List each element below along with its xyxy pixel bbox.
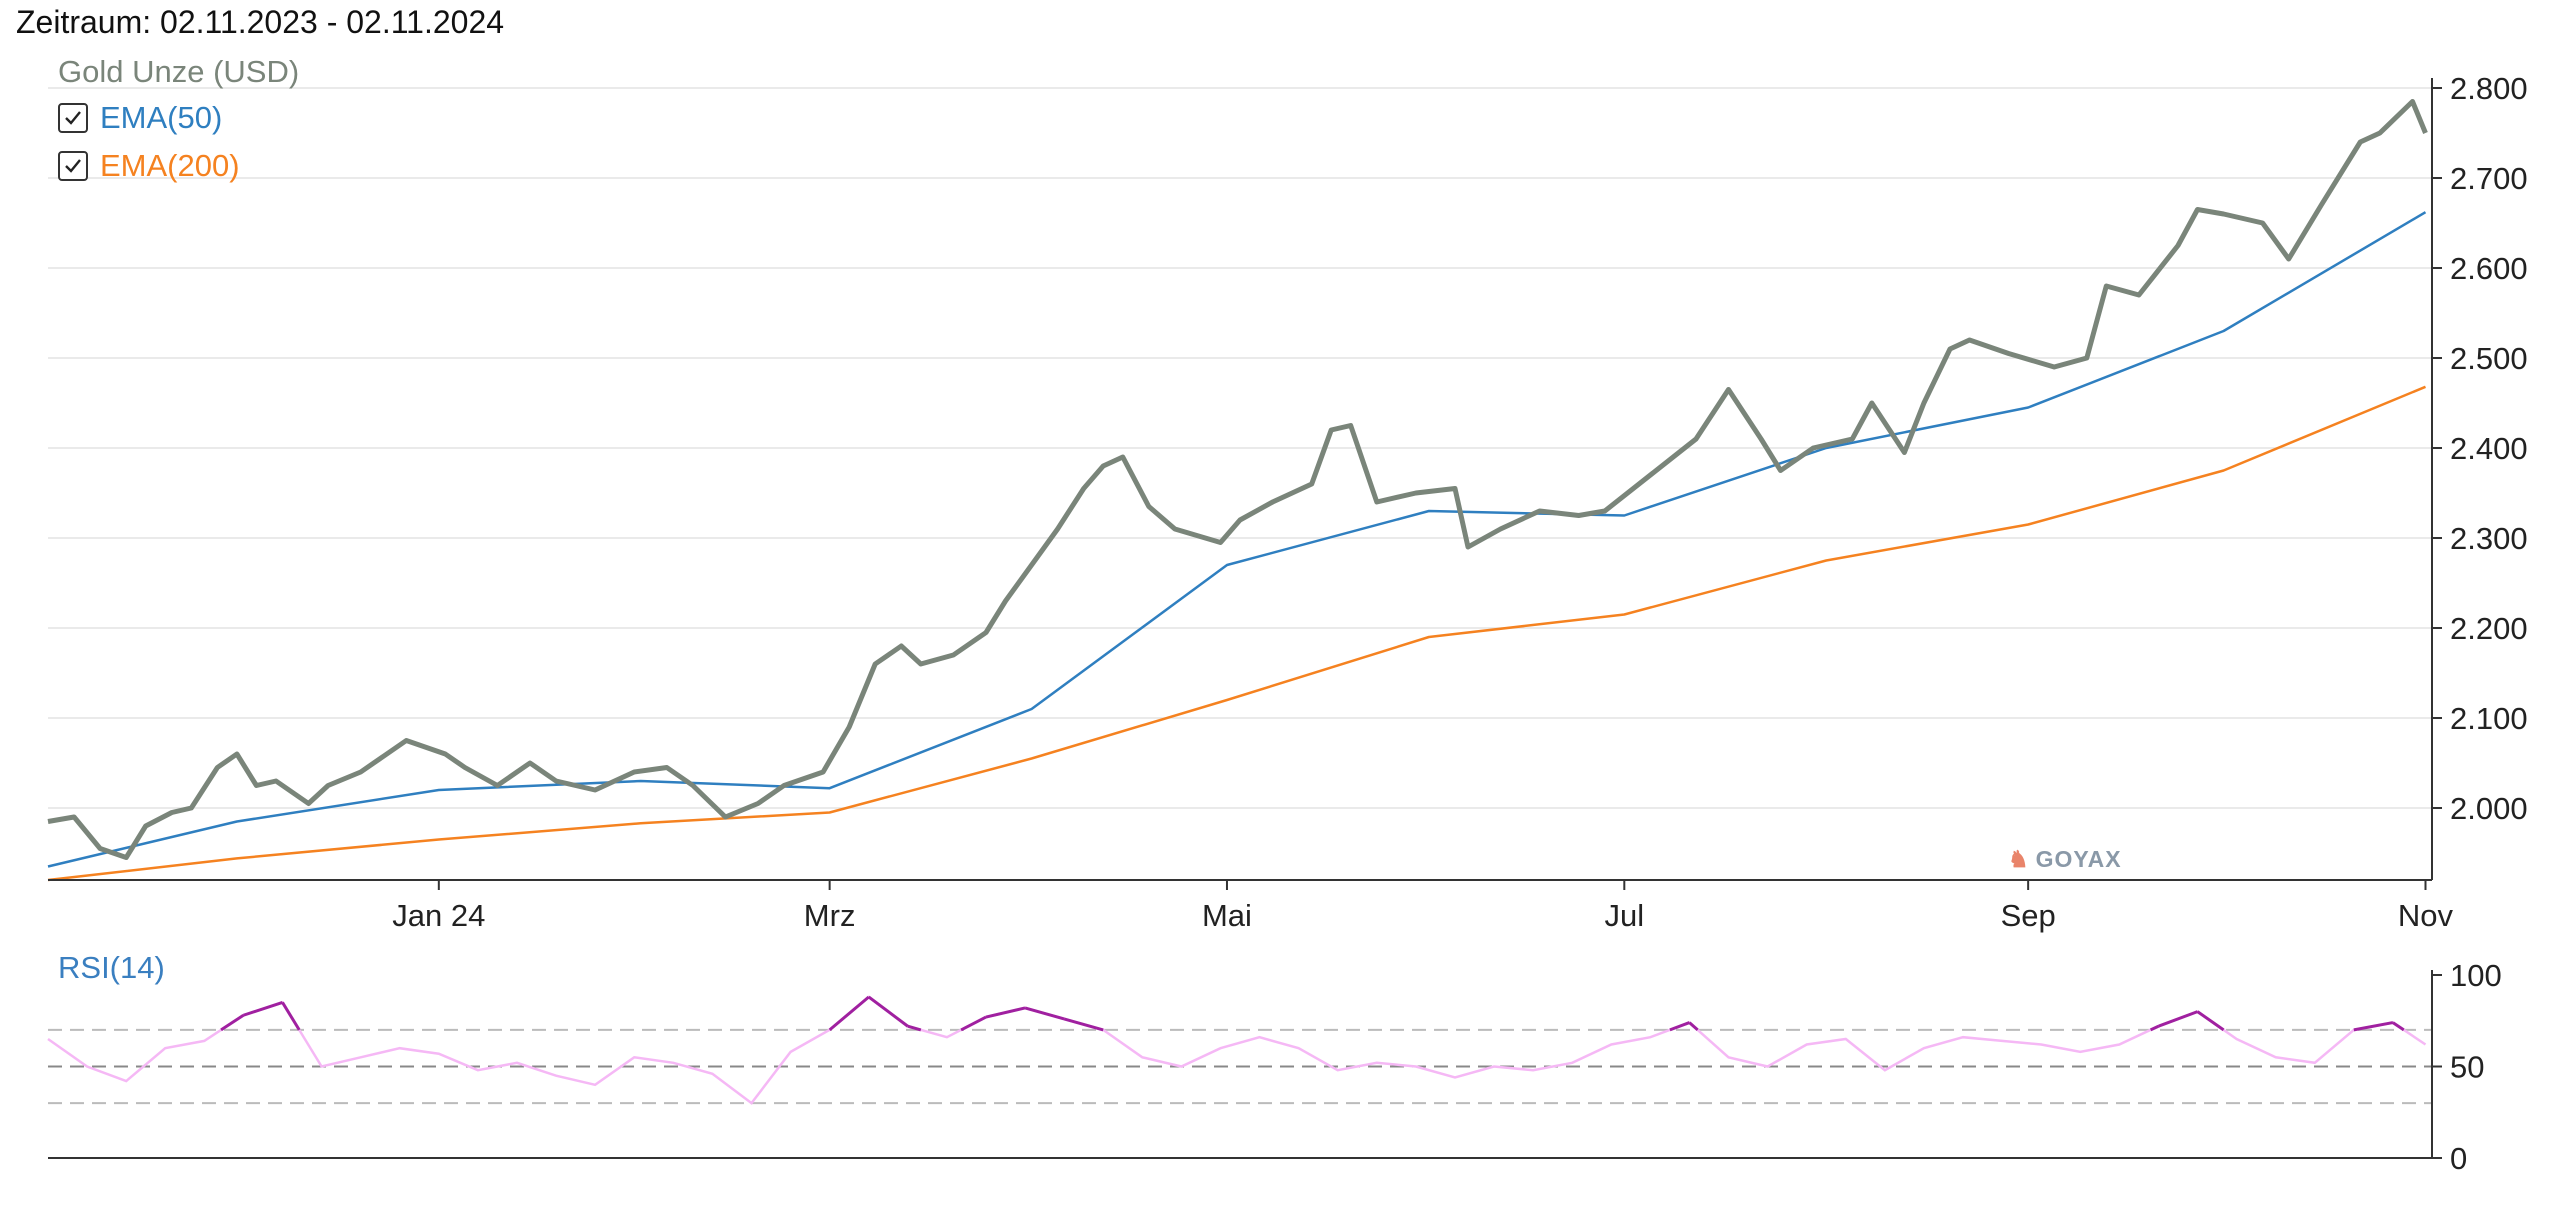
legend-title: Gold Unze (USD) xyxy=(58,54,300,89)
ema200-label: EMA(200) xyxy=(100,148,240,183)
rsi-overbought-segment xyxy=(2149,1024,2160,1032)
axes xyxy=(48,78,2442,1159)
y-tick-label: 2.000 xyxy=(2450,791,2528,826)
rsi-reference-lines xyxy=(48,1028,2432,1105)
rsi-overbought-segment xyxy=(242,1001,283,1017)
rsi-overbought-segment xyxy=(1669,1021,1690,1032)
rsi-overbought-segment xyxy=(828,995,870,1032)
y-tick-label: 2.400 xyxy=(2450,431,2528,466)
bull-logo-icon: ♞ xyxy=(2008,846,2030,872)
goyax-watermark: ♞ GOYAX xyxy=(2008,846,2122,873)
x-tick-label: Mai xyxy=(1202,898,1252,933)
rsi-overbought-segment xyxy=(2392,1021,2405,1032)
ema200-line xyxy=(47,385,2426,882)
x-tick-label: Sep xyxy=(2001,898,2056,933)
rsi-title: RSI(14) xyxy=(58,950,165,985)
y-tick-label: 2.700 xyxy=(2450,161,2528,196)
ema50-line xyxy=(47,211,2427,868)
y-tick-label: 2.600 xyxy=(2450,251,2528,286)
series-layer xyxy=(47,99,2428,882)
rsi-overbought-segment xyxy=(960,1015,987,1032)
x-tick-label: Jul xyxy=(1604,898,1644,933)
rsi-overbought-segment xyxy=(2196,1010,2225,1032)
price-line xyxy=(47,99,2428,860)
rsi-y-tick-label: 0 xyxy=(2450,1141,2467,1176)
rsi-overbought-segment xyxy=(281,1001,301,1031)
ema50-label: EMA(50) xyxy=(100,100,223,135)
period-label: Zeitraum: 02.11.2023 - 02.11.2024 xyxy=(16,4,505,40)
rsi-overbought-segment xyxy=(1063,1017,1104,1032)
x-tick-label: Nov xyxy=(2398,898,2454,933)
ema200-checkbox[interactable] xyxy=(58,151,88,181)
rsi-overbought-segment xyxy=(1688,1021,1699,1032)
checkmark-icon xyxy=(65,159,81,173)
rsi-overbought-segment xyxy=(907,1024,922,1032)
x-tick-label: Jan 24 xyxy=(392,898,485,933)
y-tick-label: 2.800 xyxy=(2450,71,2528,106)
rsi-series-layer xyxy=(47,995,2427,1105)
legend: Gold Unze (USD) EMA(50) EMA(200) xyxy=(58,54,299,190)
rsi-overbought-segment xyxy=(2353,1021,2394,1032)
rsi-overbought-segment xyxy=(1024,1006,1065,1021)
checkmark-icon xyxy=(65,111,81,125)
x-tick-label: Mrz xyxy=(804,898,856,933)
y-tick-label: 2.200 xyxy=(2450,611,2528,646)
rsi-overbought-segment xyxy=(867,995,909,1028)
rsi-overbought-segment xyxy=(2157,1010,2199,1028)
rsi-overbought-segment xyxy=(220,1014,245,1032)
legend-item-ema200[interactable]: EMA(200) xyxy=(58,142,299,190)
y-tick-label: 2.300 xyxy=(2450,521,2528,556)
ema50-checkbox[interactable] xyxy=(58,103,88,133)
rsi-overbought-segment xyxy=(985,1006,1026,1019)
legend-item-ema50[interactable]: EMA(50) xyxy=(58,94,299,142)
y-tick-label: 2.500 xyxy=(2450,341,2528,376)
tick-labels: 2.000 2.100 2.200 2.300 2.400 2.500 2.600 2.700… xyxy=(392,71,2527,1176)
rsi-y-tick-label: 100 xyxy=(2450,958,2502,993)
main-gridlines xyxy=(48,87,2432,809)
rsi-y-tick-label: 50 xyxy=(2450,1050,2484,1085)
rsi-line xyxy=(47,995,2427,1105)
watermark-text: GOYAX xyxy=(2035,846,2122,872)
y-tick-label: 2.100 xyxy=(2450,701,2528,736)
